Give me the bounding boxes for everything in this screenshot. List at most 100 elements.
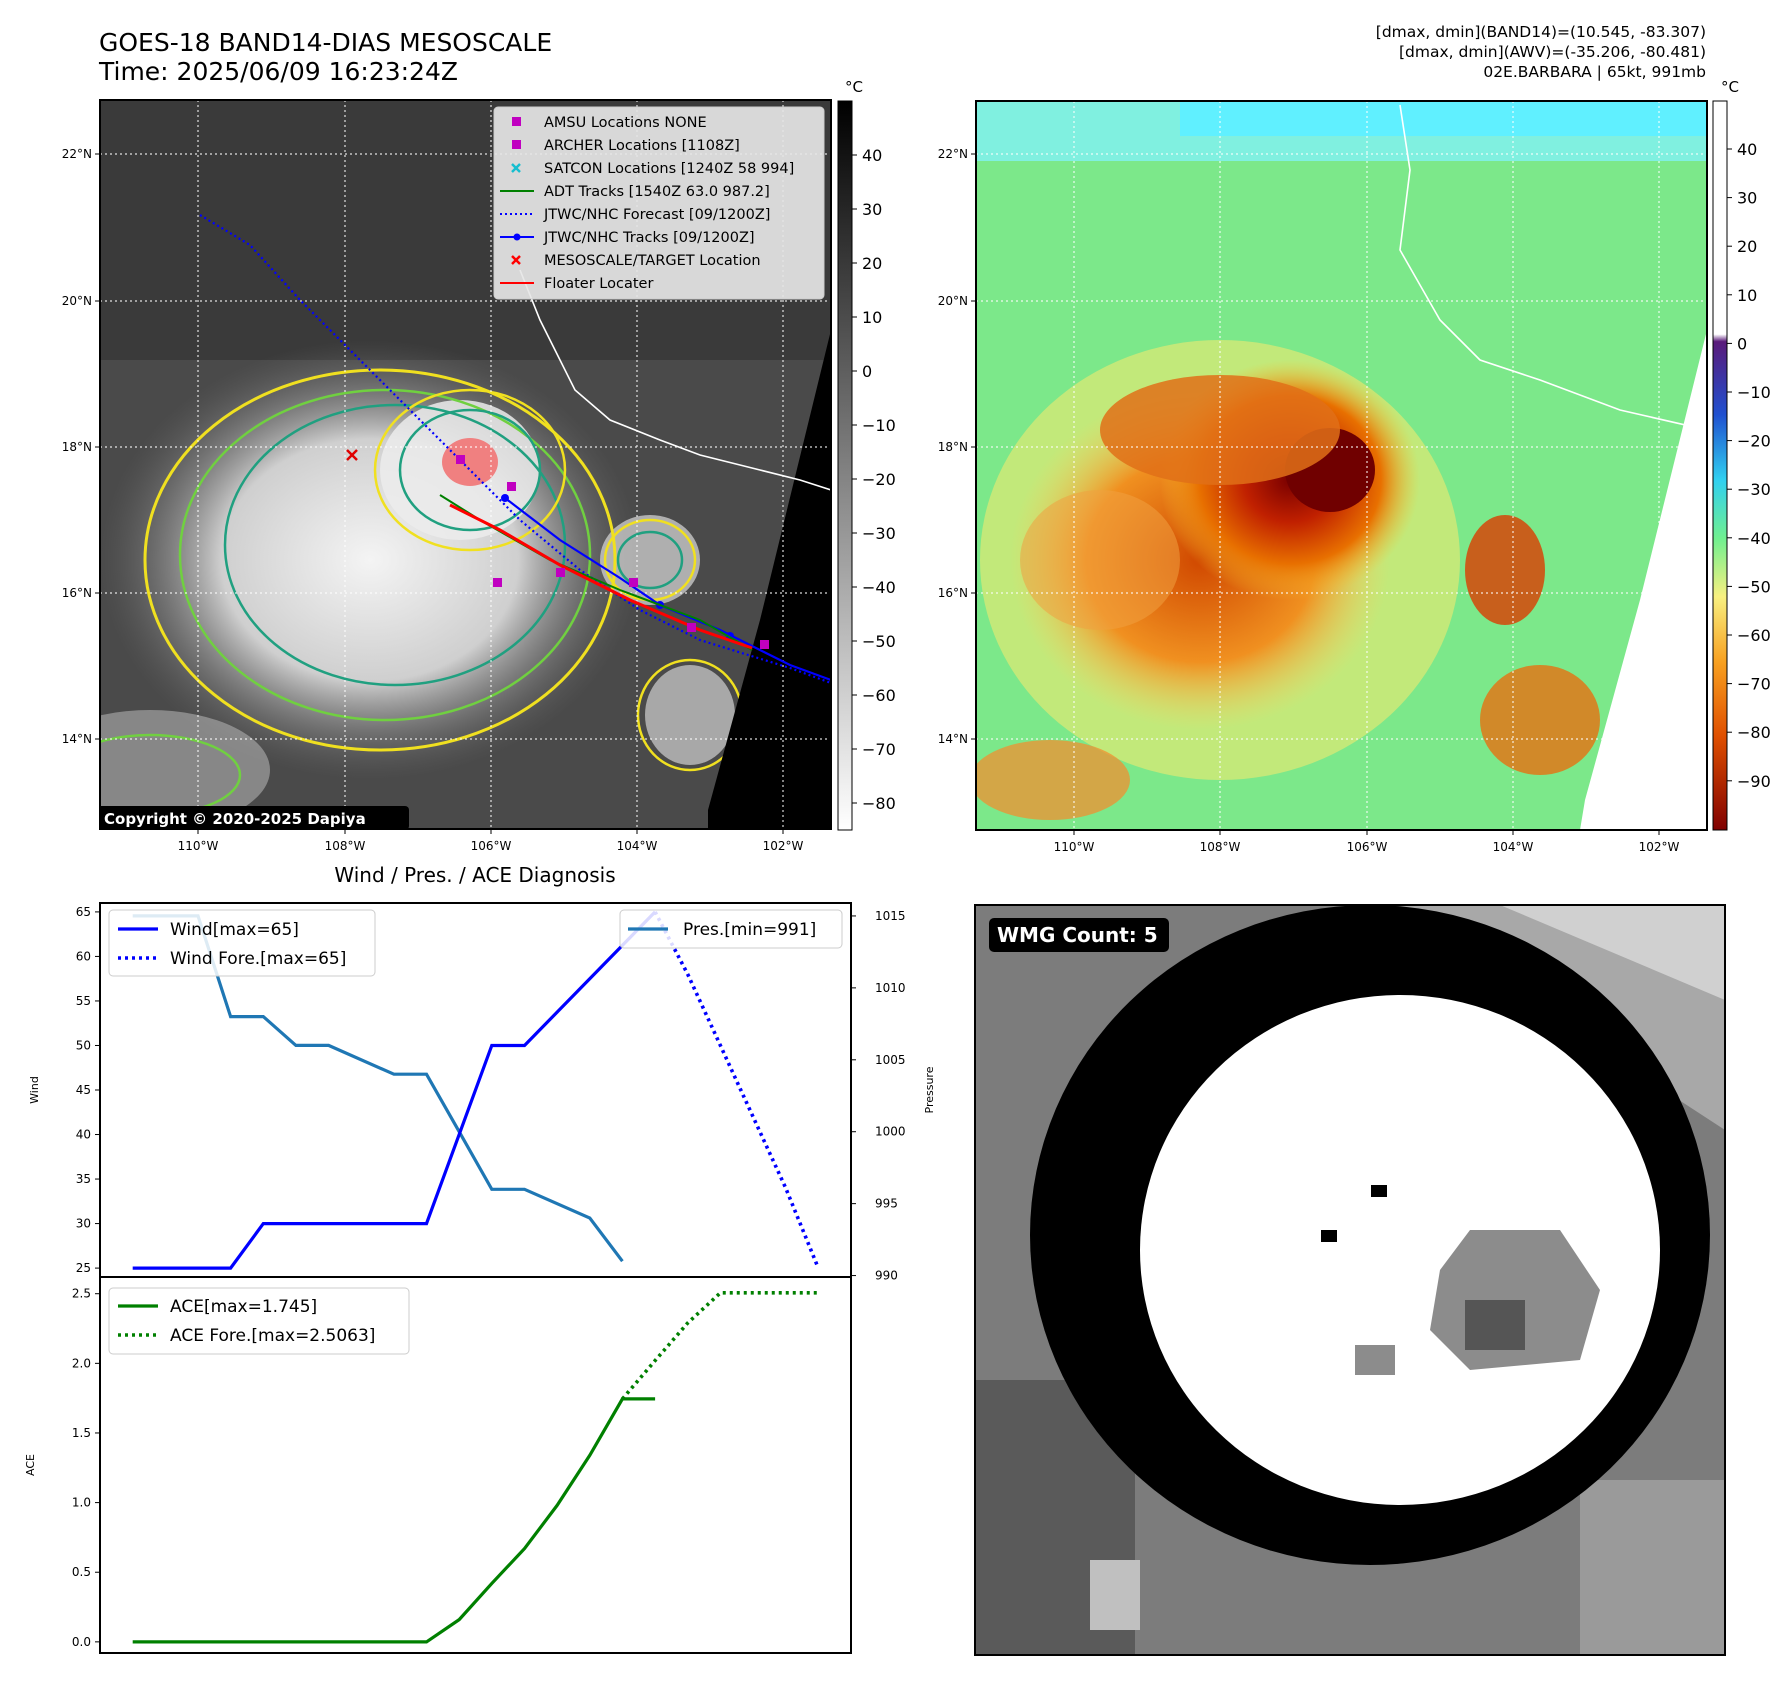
lon-tick-label: 108°W (1200, 840, 1241, 854)
pressure-axis-tick-label: 1000 (875, 1125, 906, 1139)
wind-legend-box (108, 909, 376, 977)
pressure-axis-tick-label: 1015 (875, 909, 906, 923)
ir-colorbar-tick-label: 20 (862, 254, 882, 273)
awv-colorbar-tick-label: −90 (1737, 772, 1771, 791)
wind-axis-tick-label: 30 (76, 1217, 91, 1231)
wind-axis-tick-label: 50 (76, 1038, 91, 1052)
figure-title-line1: GOES-18 BAND14-DIAS MESOSCALE (99, 28, 553, 57)
ir-colorbar-tick-label: 40 (862, 146, 882, 165)
ace-ylabel: ACE (24, 1454, 37, 1476)
map-legend: AMSU Locations NONE ARCHER Locations [110… (493, 106, 825, 300)
awv-axis-labels: 110°W 108°W 106°W 104°W 102°W 22°N 20°N 18°N 16°… (938, 147, 1680, 854)
pressure-axis-tick-label: 1010 (875, 981, 906, 995)
legend-label: JTWC/NHC Tracks [09/1200Z] (543, 230, 755, 246)
awv-colorbar-tick-label: −60 (1737, 626, 1771, 645)
ir-colorbar-tick-label: −40 (862, 578, 896, 597)
ir-map-panel: Copyright © 2020-2025 Dapiya AMSU Locati… (99, 99, 832, 830)
ace-axis-tick-label: 1.5 (72, 1426, 91, 1440)
lon-tick-label: 104°W (1493, 840, 1534, 854)
lon-tick-label: 104°W (617, 839, 658, 853)
legend-label: SATCON Locations [1240Z 58 994] (544, 161, 794, 177)
wmg-count-label: WMG Count: 5 (997, 923, 1158, 947)
awv-range: [dmax, dmin](AWV)=(-35.206, -80.481) (1399, 43, 1706, 61)
wind-axis-tick-label: 45 (76, 1083, 91, 1097)
wind-axis-tick-label: 40 (76, 1128, 91, 1142)
awv-colorbar-tick-label: −50 (1737, 577, 1771, 596)
lat-tick-label: 16°N (938, 586, 968, 600)
legend-label: Floater Locater (544, 276, 653, 292)
wind-legend-label: Wind[max=65] (170, 920, 299, 940)
legend-label: MESOSCALE/TARGET Location (544, 253, 761, 269)
wind-ylabel: Wind (28, 1076, 41, 1104)
legend-marker-x (511, 255, 521, 265)
awv-colorbar-tick-label: 30 (1737, 189, 1757, 208)
pressure-legend-box (619, 909, 843, 949)
legend-label: ADT Tracks [1540Z 63.0 987.2] (544, 184, 770, 200)
ir-axis-labels: 110°W 108°W 106°W 104°W 102°W 22°N 20°N 18°N 16°… (62, 147, 804, 853)
ir-colorbar: °C 40 30 20 10 0 −10 −20 −30 −40 −50 −60 −70 −80 (837, 78, 896, 831)
ace-panel: 0.0 0.5 1.0 1.5 2.0 2.5 ACE ACE[max=1.745] ACE F… (24, 1276, 852, 1654)
ace-legend-box (108, 1287, 410, 1355)
lon-tick-label: 106°W (471, 839, 512, 853)
ir-colorbar-tick-label: −80 (862, 794, 896, 813)
pressure-axis-tick-label: 995 (875, 1197, 898, 1211)
wmg-panel: WMG Count: 5 (974, 904, 1726, 1656)
legend-marker-dot (513, 233, 521, 241)
lon-tick-label: 110°W (1054, 840, 1095, 854)
diag-title: Wind / Pres. / ACE Diagnosis (334, 863, 615, 887)
ace-axis-tick-label: 0.5 (72, 1565, 91, 1579)
wind-axis-tick-label: 25 (76, 1261, 91, 1275)
wind-axis-tick-label: 55 (76, 994, 91, 1008)
legend-marker-square (512, 117, 521, 126)
ace-fore-legend-label: ACE Fore.[max=2.5063] (170, 1326, 375, 1346)
ir-colorbar-tick-label: 0 (862, 362, 872, 381)
figure-time-line: Time: 2025/06/09 16:23:24Z (99, 57, 458, 86)
lon-tick-label: 106°W (1347, 840, 1388, 854)
wind-line (132, 910, 657, 1270)
awv-colorbar-tick-label: 40 (1737, 140, 1757, 159)
awv-colorbar-tick-label: −40 (1737, 529, 1771, 548)
ace-forecast-line (621, 1291, 819, 1401)
awv-colorbar-tick-label: 0 (1737, 334, 1747, 353)
ace-legend-label: ACE[max=1.745] (170, 1297, 317, 1317)
ace-axis-tick-label: 2.0 (72, 1356, 91, 1370)
legend-label: JTWC/NHC Forecast [09/1200Z] (543, 207, 770, 223)
lat-tick-label: 22°N (62, 147, 92, 161)
awv-colorbar-tick-label: −70 (1737, 675, 1771, 694)
wind-axis-tick-label: 60 (76, 949, 91, 963)
lat-tick-label: 18°N (938, 440, 968, 454)
ir-colorbar-tick-label: −30 (862, 524, 896, 543)
wind-pressure-panel: 25 30 35 40 45 50 55 60 65 990 995 1000 1005 1010 1015… (28, 902, 936, 1283)
ace-axis-tick-label: 1.0 (72, 1496, 91, 1510)
wind-fore-legend-label: Wind Fore.[max=65] (170, 949, 346, 969)
target-marker (346, 449, 358, 461)
awv-colorbar: °C 40 30 20 10 0 −10 −20 −30 −40 −50 −60 −70 −80 −90 (1712, 78, 1771, 831)
legend-marker-square (512, 140, 521, 149)
ir-colorbar-tick-label: −10 (862, 416, 896, 435)
copyright-text: Copyright © 2020-2025 Dapiya (104, 810, 366, 828)
ace-axis-tick-label: 0.0 (72, 1635, 91, 1649)
pressure-legend-label: Pres.[min=991] (683, 920, 816, 940)
lat-tick-label: 20°N (62, 294, 92, 308)
awv-colorbar-tick-label: 10 (1737, 286, 1757, 305)
lat-tick-label: 14°N (938, 732, 968, 746)
ir-colorbar-tick-label: −20 (862, 470, 896, 489)
ace-axis-tick-label: 2.5 (72, 1287, 91, 1301)
lat-tick-label: 16°N (62, 586, 92, 600)
pressure-axis-tick-label: 1005 (875, 1053, 906, 1067)
awv-colorbar-tick-label: −10 (1737, 383, 1771, 402)
pressure-ylabel: Pressure (923, 1066, 936, 1113)
stats-header: [dmax, dmin](BAND14)=(10.545, -83.307) [… (1376, 22, 1706, 82)
legend-label: AMSU Locations NONE (544, 115, 707, 131)
lon-tick-label: 110°W (178, 839, 219, 853)
storm-info: 02E.BARBARA | 65kt, 991mb (1483, 63, 1706, 81)
ir-colorbar-tick-label: −60 (862, 686, 896, 705)
lat-tick-label: 20°N (938, 294, 968, 308)
wind-axis-tick-label: 35 (76, 1172, 91, 1186)
ir-colorbar-tick-label: −70 (862, 740, 896, 759)
ir-colorbar-unit: °C (845, 78, 863, 96)
lon-tick-label: 102°W (763, 839, 804, 853)
lon-tick-label: 108°W (325, 839, 366, 853)
ir-colorbar-tick-label: 10 (862, 308, 882, 327)
